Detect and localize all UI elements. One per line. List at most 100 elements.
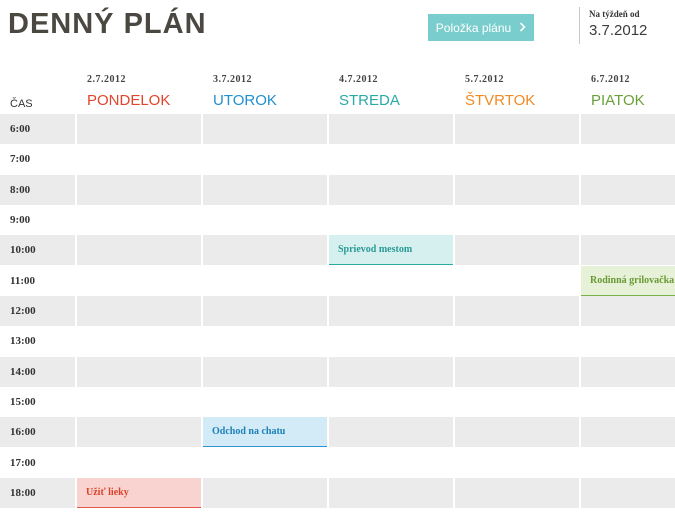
schedule-cell[interactable]	[329, 477, 453, 508]
schedule-cell[interactable]	[203, 326, 327, 356]
schedule-cell[interactable]	[455, 326, 579, 356]
schedule-event[interactable]: Rodinná grilovačka	[581, 265, 675, 296]
time-row: 8:00	[0, 174, 675, 205]
schedule-cell[interactable]	[455, 114, 579, 144]
schedule-cell[interactable]	[77, 235, 201, 266]
time-column-header: ČAS	[10, 98, 33, 110]
time-row: 9:00	[0, 205, 675, 235]
schedule-cell[interactable]	[329, 417, 453, 448]
schedule-cell[interactable]	[203, 356, 327, 387]
schedule-cell[interactable]	[77, 295, 201, 326]
day-header-4: 6.7.2012 PIATOK	[581, 74, 675, 109]
time-label: 8:00	[0, 174, 75, 205]
schedule-cell[interactable]	[455, 387, 579, 417]
schedule-event[interactable]: Sprievod mestom	[329, 235, 453, 266]
schedule-cell[interactable]	[329, 174, 453, 205]
schedule-cell[interactable]	[77, 114, 201, 144]
schedule-cell[interactable]	[203, 477, 327, 508]
schedule-cell[interactable]	[581, 356, 675, 387]
schedule-event[interactable]: Užiť lieky	[77, 477, 201, 508]
day-date: 5.7.2012	[465, 74, 504, 85]
schedule-cell[interactable]	[203, 448, 327, 478]
schedule-cell[interactable]	[77, 205, 201, 235]
schedule-cell[interactable]	[329, 295, 453, 326]
day-header-1: 3.7.2012 UTOROK	[203, 74, 327, 109]
schedule-cell[interactable]	[329, 205, 453, 235]
time-label: 15:00	[10, 395, 36, 408]
schedule-cell[interactable]	[203, 266, 327, 296]
schedule-cell[interactable]	[581, 114, 675, 144]
schedule-cell[interactable]	[329, 266, 453, 296]
schedule-cell[interactable]	[329, 114, 453, 144]
day-date: 6.7.2012	[591, 74, 630, 85]
schedule-cell[interactable]	[581, 235, 675, 266]
schedule-cell[interactable]	[203, 114, 327, 144]
schedule-cell[interactable]	[455, 205, 579, 235]
schedule-cell[interactable]	[455, 174, 579, 205]
day-date: 2.7.2012	[87, 74, 126, 85]
schedule-cell[interactable]	[455, 266, 579, 296]
week-start-value[interactable]: 3.7.2012	[589, 22, 648, 39]
schedule-cell[interactable]	[455, 144, 579, 174]
page-title: DENNÝ PLÁN	[8, 8, 207, 40]
day-name: UTOROK	[213, 92, 277, 109]
time-label: 17:00	[10, 456, 36, 469]
time-row: 7:00	[0, 144, 675, 174]
schedule-cell[interactable]	[77, 417, 201, 448]
schedule-cell[interactable]	[77, 448, 201, 478]
schedule-cell[interactable]	[581, 295, 675, 326]
day-name: PIATOK	[591, 92, 645, 109]
day-name: STREDA	[339, 92, 400, 109]
schedule-cell[interactable]	[203, 235, 327, 266]
schedule-cell[interactable]	[455, 235, 579, 266]
schedule-cell[interactable]	[77, 174, 201, 205]
schedule-cell[interactable]	[581, 326, 675, 356]
schedule-cell[interactable]	[455, 448, 579, 478]
time-row: 11:00	[0, 266, 675, 296]
time-label: 13:00	[10, 335, 36, 348]
time-row: 6:00	[0, 114, 675, 144]
schedule-cell[interactable]	[329, 144, 453, 174]
schedule-cell[interactable]	[329, 326, 453, 356]
schedule-cell[interactable]	[581, 205, 675, 235]
schedule-event[interactable]: Odchod na chatu	[203, 417, 327, 448]
schedule-cell[interactable]	[581, 417, 675, 448]
schedule-cell[interactable]	[455, 356, 579, 387]
time-row: 14:00	[0, 356, 675, 387]
time-label: 11:00	[10, 274, 36, 287]
schedule-cell[interactable]	[581, 144, 675, 174]
schedule-cell[interactable]	[455, 477, 579, 508]
add-schedule-item-button[interactable]: Položka plánu	[428, 14, 534, 41]
day-name: PONDELOK	[87, 92, 171, 109]
day-date: 3.7.2012	[213, 74, 252, 85]
schedule-cell[interactable]	[203, 295, 327, 326]
schedule-cell[interactable]	[203, 205, 327, 235]
schedule-cell[interactable]	[77, 356, 201, 387]
time-row: 12:00	[0, 295, 675, 326]
day-header-3: 5.7.2012 ŠTVRTOK	[455, 74, 579, 109]
schedule-cell[interactable]	[329, 387, 453, 417]
schedule-cell[interactable]	[77, 144, 201, 174]
schedule-cell[interactable]	[581, 174, 675, 205]
add-schedule-item-label: Položka plánu	[435, 20, 512, 35]
schedule-cell[interactable]	[77, 387, 201, 417]
schedule-cell[interactable]	[77, 266, 201, 296]
time-label: 18:00	[0, 477, 75, 508]
schedule-cell[interactable]	[329, 448, 453, 478]
schedule-cell[interactable]	[203, 387, 327, 417]
chevron-right-icon	[519, 21, 526, 35]
schedule-cell[interactable]	[581, 387, 675, 417]
schedule-cell[interactable]	[329, 356, 453, 387]
schedule-cell[interactable]	[581, 448, 675, 478]
schedule-cell[interactable]	[581, 477, 675, 508]
schedule-cell[interactable]	[203, 174, 327, 205]
schedule-cell[interactable]	[203, 144, 327, 174]
schedule-cell[interactable]	[77, 326, 201, 356]
schedule-cell[interactable]	[455, 417, 579, 448]
time-label: 7:00	[10, 153, 31, 166]
schedule-cell[interactable]	[455, 295, 579, 326]
time-row: 15:00	[0, 387, 675, 417]
time-row: 17:00	[0, 448, 675, 478]
time-label: 14:00	[0, 356, 75, 387]
time-label: 16:00	[0, 417, 75, 448]
